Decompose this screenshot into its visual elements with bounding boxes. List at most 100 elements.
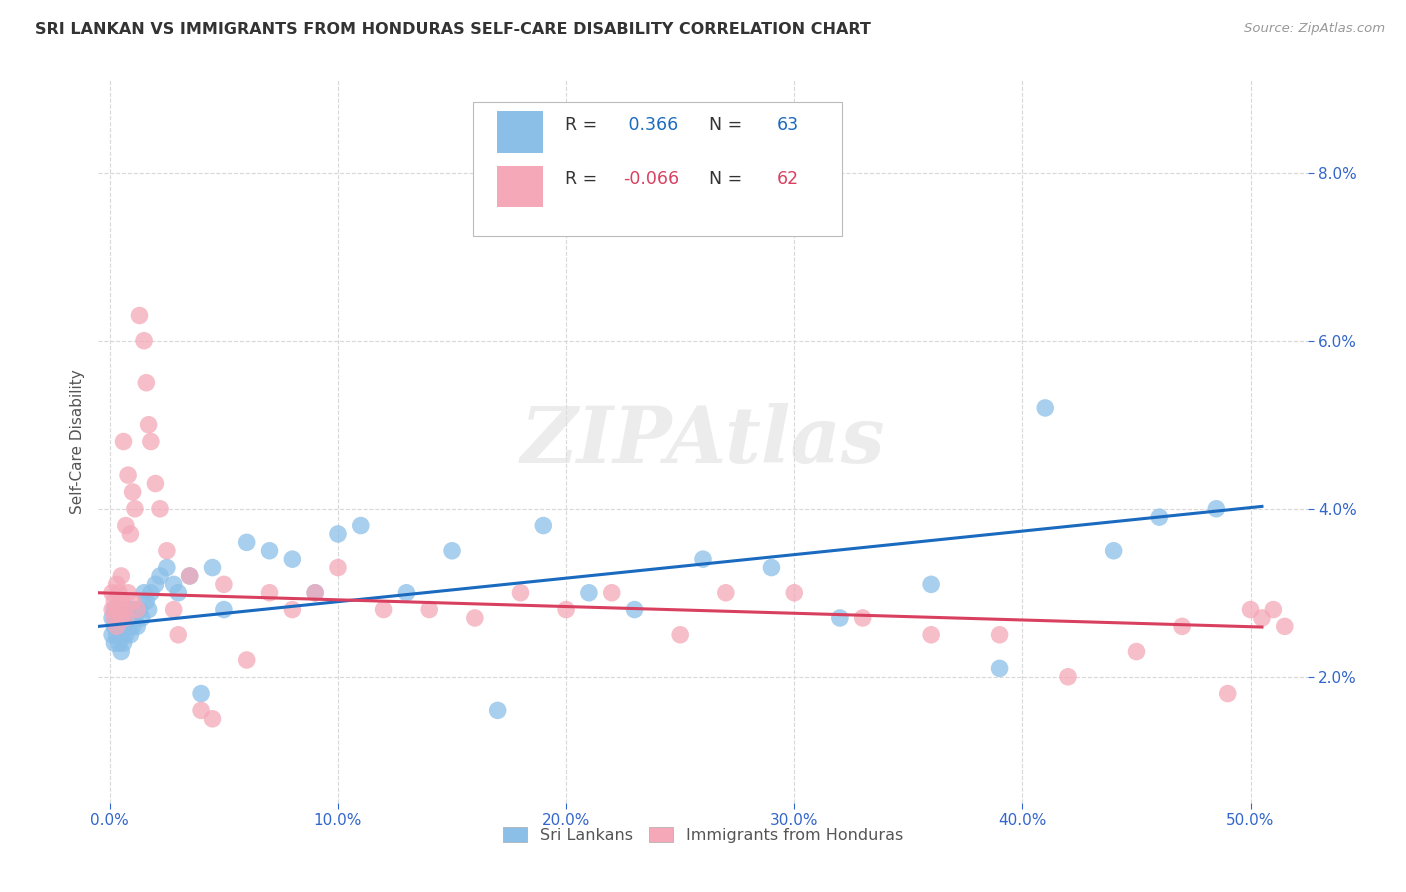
Point	[114, 518, 136, 533]
Point	[441, 543, 464, 558]
Point	[110, 628, 132, 642]
Point	[101, 628, 124, 642]
Point	[167, 628, 190, 642]
Point	[190, 703, 212, 717]
Point	[259, 586, 281, 600]
Text: 0.366: 0.366	[623, 116, 679, 134]
Point	[464, 611, 486, 625]
Point	[1102, 543, 1125, 558]
Point	[114, 611, 136, 625]
Point	[1263, 602, 1285, 616]
Text: 63: 63	[776, 116, 799, 134]
Point	[920, 628, 942, 642]
Point	[190, 687, 212, 701]
Point	[418, 602, 440, 616]
Point	[112, 619, 135, 633]
Point	[112, 636, 135, 650]
Point	[108, 586, 131, 600]
Point	[509, 586, 531, 600]
Point	[201, 712, 224, 726]
Point	[135, 376, 157, 390]
Point	[156, 543, 179, 558]
Point	[1239, 602, 1261, 616]
Point	[121, 602, 143, 616]
Point	[108, 602, 131, 616]
Point	[110, 644, 132, 658]
Point	[350, 518, 373, 533]
Point	[120, 611, 142, 625]
Point	[117, 619, 139, 633]
Point	[101, 586, 124, 600]
Point	[105, 619, 128, 633]
Point	[259, 543, 281, 558]
Text: Source: ZipAtlas.com: Source: ZipAtlas.com	[1244, 22, 1385, 36]
Text: R =: R =	[565, 116, 603, 134]
Point	[692, 552, 714, 566]
Point	[281, 552, 304, 566]
Point	[486, 703, 509, 717]
FancyBboxPatch shape	[474, 102, 842, 235]
Point	[920, 577, 942, 591]
Point	[128, 309, 150, 323]
Point	[852, 611, 875, 625]
Text: -0.066: -0.066	[623, 170, 679, 188]
Point	[103, 594, 125, 608]
Point	[555, 602, 578, 616]
Point	[1205, 501, 1227, 516]
Point	[117, 468, 139, 483]
Point	[1149, 510, 1171, 524]
Point	[110, 611, 132, 625]
Bar	[498, 112, 543, 153]
Point	[201, 560, 224, 574]
Point	[163, 602, 186, 616]
Point	[326, 560, 349, 574]
Point	[105, 611, 128, 625]
Point	[101, 611, 124, 625]
Point	[124, 611, 146, 625]
Point	[120, 628, 142, 642]
Point	[149, 569, 172, 583]
Point	[149, 501, 172, 516]
Point	[212, 602, 235, 616]
Point	[988, 628, 1011, 642]
Point	[828, 611, 851, 625]
Point	[139, 586, 162, 600]
Point	[112, 602, 135, 616]
Point	[112, 434, 135, 449]
Bar	[498, 166, 543, 207]
Point	[127, 619, 149, 633]
Point	[110, 569, 132, 583]
Point	[110, 594, 132, 608]
Text: SRI LANKAN VS IMMIGRANTS FROM HONDURAS SELF-CARE DISABILITY CORRELATION CHART: SRI LANKAN VS IMMIGRANTS FROM HONDURAS S…	[35, 22, 872, 37]
Point	[531, 518, 554, 533]
Point	[988, 661, 1011, 675]
Point	[138, 417, 160, 432]
Point	[212, 577, 235, 591]
Point	[112, 602, 135, 616]
Point	[121, 485, 143, 500]
Point	[145, 476, 167, 491]
Point	[761, 560, 783, 574]
Point	[714, 586, 737, 600]
Point	[124, 501, 146, 516]
Point	[1251, 611, 1274, 625]
Point	[623, 602, 645, 616]
Text: 62: 62	[776, 170, 799, 188]
Point	[145, 577, 167, 591]
Point	[281, 602, 304, 616]
Y-axis label: Self-Care Disability: Self-Care Disability	[69, 369, 84, 514]
Point	[578, 586, 600, 600]
Point	[163, 577, 186, 591]
Point	[304, 586, 326, 600]
Point	[1033, 401, 1056, 415]
Point	[128, 602, 150, 616]
Text: N =: N =	[699, 170, 748, 188]
Text: ZIPAtlas: ZIPAtlas	[520, 403, 886, 480]
Point	[114, 628, 136, 642]
Point	[1057, 670, 1080, 684]
Point	[156, 560, 179, 574]
Point	[132, 586, 155, 600]
Point	[117, 586, 139, 600]
Point	[1125, 644, 1147, 658]
Point	[108, 602, 131, 616]
